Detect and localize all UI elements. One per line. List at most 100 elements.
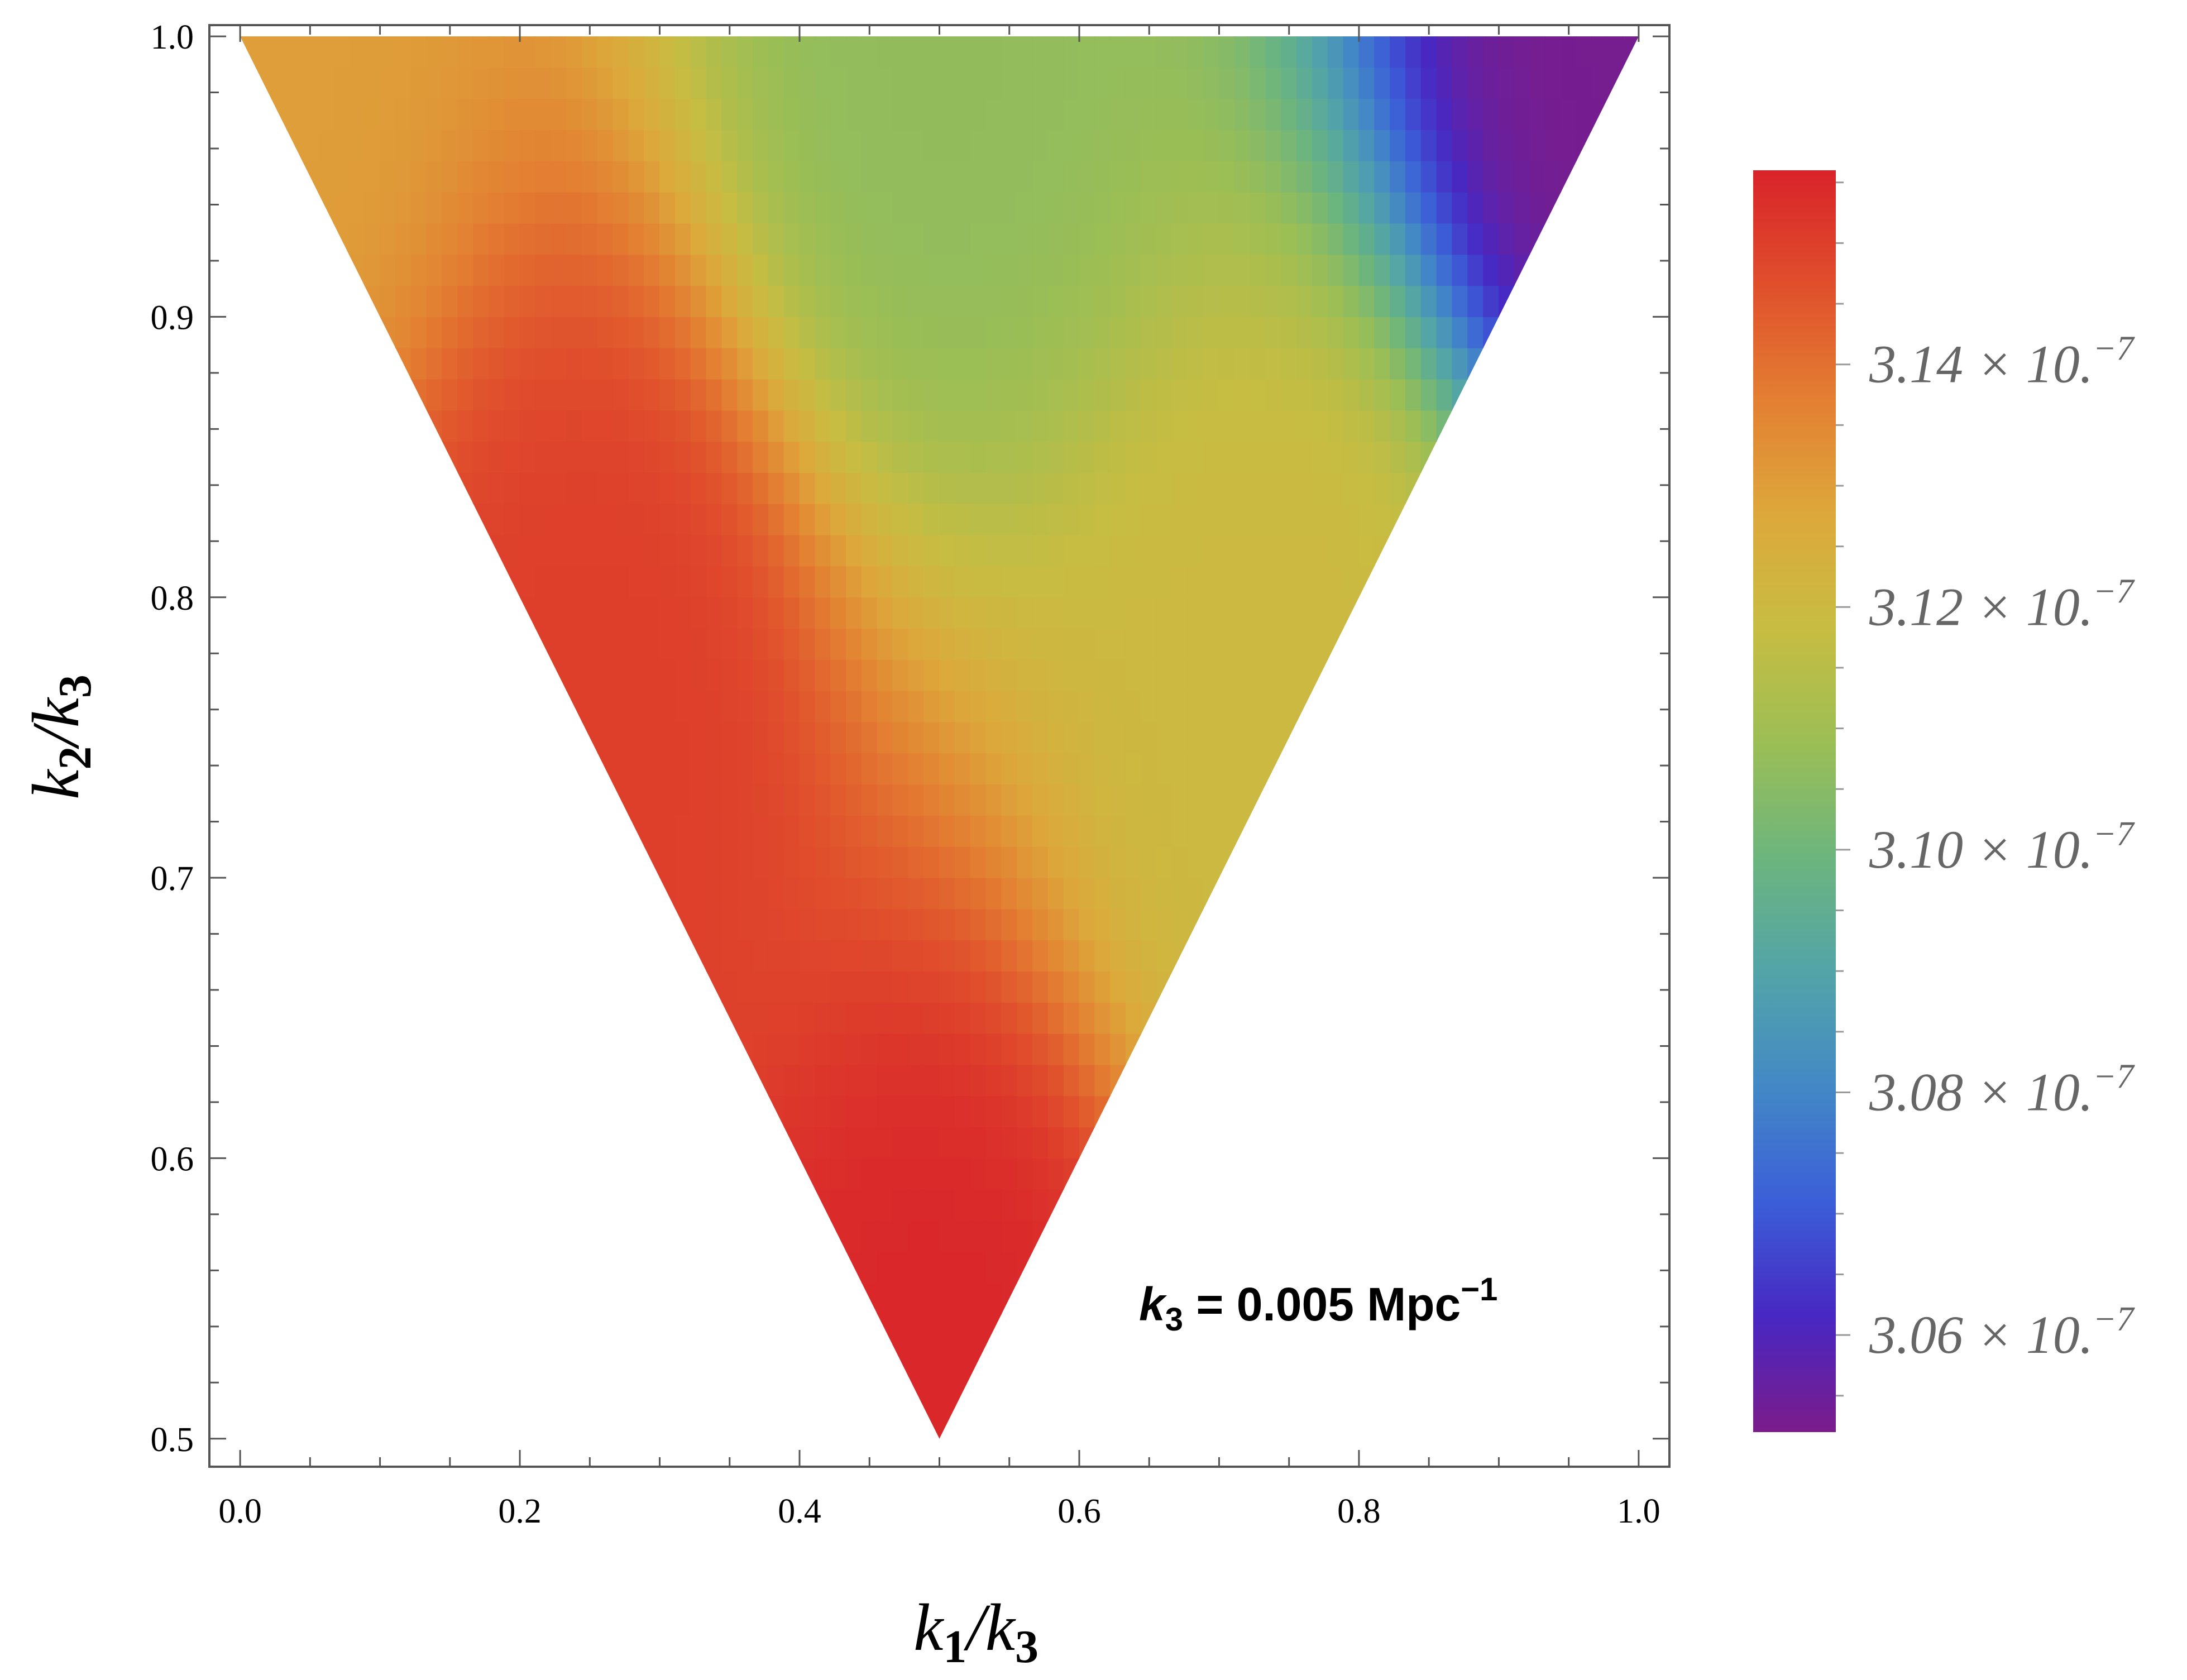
heatmap-cell <box>457 254 474 286</box>
heatmap-cell <box>799 721 816 754</box>
heatmap-cell <box>302 130 318 161</box>
heatmap-cell <box>706 36 722 68</box>
heatmap-cell <box>1110 223 1126 255</box>
heatmap-cell <box>442 192 458 224</box>
heatmap-cell <box>1358 254 1375 286</box>
heatmap-cell <box>1017 1220 1033 1252</box>
heatmap-cell <box>706 130 722 161</box>
heatmap-cell <box>1436 130 1453 161</box>
heatmap-cell <box>457 192 474 224</box>
heatmap-cell <box>908 1189 925 1221</box>
heatmap-cell <box>1514 36 1530 68</box>
heatmap-cell <box>1047 940 1064 972</box>
heatmap-cell <box>737 347 754 380</box>
heatmap-cell <box>939 971 955 1003</box>
heatmap-cell <box>970 1376 987 1408</box>
heatmap-cell <box>783 753 800 785</box>
heatmap-cell <box>674 846 691 878</box>
heatmap-cell <box>970 534 987 567</box>
heatmap-cell <box>519 160 536 193</box>
heatmap-cell <box>1110 659 1126 691</box>
heatmap-cell <box>1063 1189 1080 1221</box>
heatmap-cell <box>1188 628 1204 660</box>
heatmap-cell <box>815 1189 831 1221</box>
heatmap-cell <box>1343 659 1360 691</box>
heatmap-cell <box>612 784 629 816</box>
heatmap-cell <box>1094 846 1111 878</box>
heatmap-cell <box>1296 441 1313 473</box>
heatmap-cell <box>597 98 614 131</box>
heatmap-cell <box>255 36 272 68</box>
heatmap-cell <box>1343 316 1360 348</box>
heatmap-cell <box>1234 379 1251 411</box>
heatmap-cell <box>659 410 676 442</box>
heatmap-cell <box>597 784 614 816</box>
heatmap-cell <box>923 659 940 691</box>
heatmap-cell <box>815 410 831 442</box>
heatmap-cell <box>1234 534 1251 567</box>
heatmap-cell <box>985 192 1002 224</box>
heatmap-cell <box>721 254 738 286</box>
heatmap-cell <box>1110 254 1126 286</box>
heatmap-cell <box>1281 379 1298 411</box>
heatmap-cell <box>1125 534 1142 567</box>
heatmap-cell <box>1343 690 1360 722</box>
heatmap-cell <box>1467 36 1484 68</box>
heatmap-cell <box>1390 254 1406 286</box>
heatmap-cell <box>985 1314 1002 1346</box>
heatmap-cell <box>364 316 381 348</box>
heatmap-cell <box>1405 566 1422 598</box>
heatmap-cell <box>939 628 955 660</box>
heatmap-cell <box>892 130 909 161</box>
heatmap-cell <box>659 753 676 785</box>
heatmap-cell <box>939 1314 955 1346</box>
heatmap-cell <box>846 223 862 255</box>
heatmap-cell <box>597 347 614 380</box>
heatmap-cell <box>1405 347 1422 380</box>
heatmap-cell <box>954 534 971 567</box>
heatmap-cell <box>1281 534 1298 567</box>
heatmap-cell <box>1250 379 1266 411</box>
heatmap-cell <box>442 285 458 317</box>
heatmap-cell <box>830 784 847 816</box>
heatmap-cell <box>348 223 365 255</box>
heatmap-cell <box>985 98 1002 131</box>
heatmap-cell <box>426 130 443 161</box>
heatmap-cell <box>768 410 784 442</box>
heatmap-cell <box>737 254 754 286</box>
heatmap-cell <box>364 160 381 193</box>
heatmap-cell <box>674 628 691 660</box>
heatmap-cell <box>1047 98 1064 131</box>
heatmap-cell <box>1032 721 1049 754</box>
heatmap-cell <box>1265 285 1282 317</box>
heatmap-cell <box>721 971 738 1003</box>
heatmap-cell <box>535 597 552 629</box>
heatmap-cell <box>985 410 1002 442</box>
heatmap-cell <box>1296 285 1313 317</box>
heatmap-cell <box>1047 784 1064 816</box>
heatmap-cell <box>721 410 738 442</box>
heatmap-cell <box>519 130 536 161</box>
heatmap-cell <box>1218 192 1235 224</box>
heatmap-cell <box>753 441 769 473</box>
heatmap-cell <box>706 534 722 567</box>
heatmap-cell <box>1001 940 1018 972</box>
heatmap-cell <box>1436 254 1453 286</box>
heatmap-cell <box>799 1157 816 1190</box>
heatmap-cell <box>519 98 536 131</box>
heatmap-cell <box>674 908 691 941</box>
heatmap-cell <box>846 1064 862 1097</box>
y-axis-tick-labels: 0.50.60.70.80.91.0 <box>151 18 194 1459</box>
heatmap-cell <box>1498 223 1515 255</box>
heatmap-cell <box>846 597 862 629</box>
heatmap-cell <box>1125 971 1142 1003</box>
heatmap-cell <box>1250 690 1266 722</box>
heatmap-cell <box>1250 223 1266 255</box>
heatmap-cell <box>659 628 676 660</box>
heatmap-cell <box>1203 379 1219 411</box>
heatmap-cell <box>1281 441 1298 473</box>
heatmap-cell <box>628 67 645 99</box>
heatmap-cell <box>939 1251 955 1284</box>
heatmap-cell <box>1125 721 1142 754</box>
heatmap-cell <box>892 379 909 411</box>
